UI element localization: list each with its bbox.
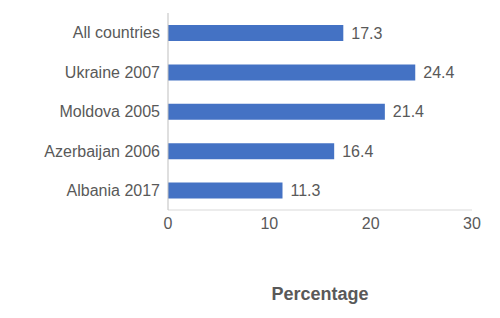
svg-text:21.4: 21.4 xyxy=(393,103,424,120)
svg-text:Percentage: Percentage xyxy=(271,284,368,304)
svg-text:Azerbaijan 2006: Azerbaijan 2006 xyxy=(44,143,160,160)
svg-text:All countries: All countries xyxy=(73,24,160,41)
svg-text:11.3: 11.3 xyxy=(291,182,321,199)
svg-text:20: 20 xyxy=(362,215,380,232)
svg-text:0: 0 xyxy=(164,215,173,232)
svg-text:Moldova 2005: Moldova 2005 xyxy=(59,103,160,120)
svg-text:30: 30 xyxy=(463,215,481,232)
svg-text:16.4: 16.4 xyxy=(342,143,373,160)
svg-text:24.4: 24.4 xyxy=(423,64,454,81)
svg-text:17.3: 17.3 xyxy=(351,25,382,42)
svg-text:Albania 2017: Albania 2017 xyxy=(67,182,161,199)
svg-text:10: 10 xyxy=(260,215,278,232)
svg-text:Ukraine 2007: Ukraine 2007 xyxy=(65,64,160,81)
